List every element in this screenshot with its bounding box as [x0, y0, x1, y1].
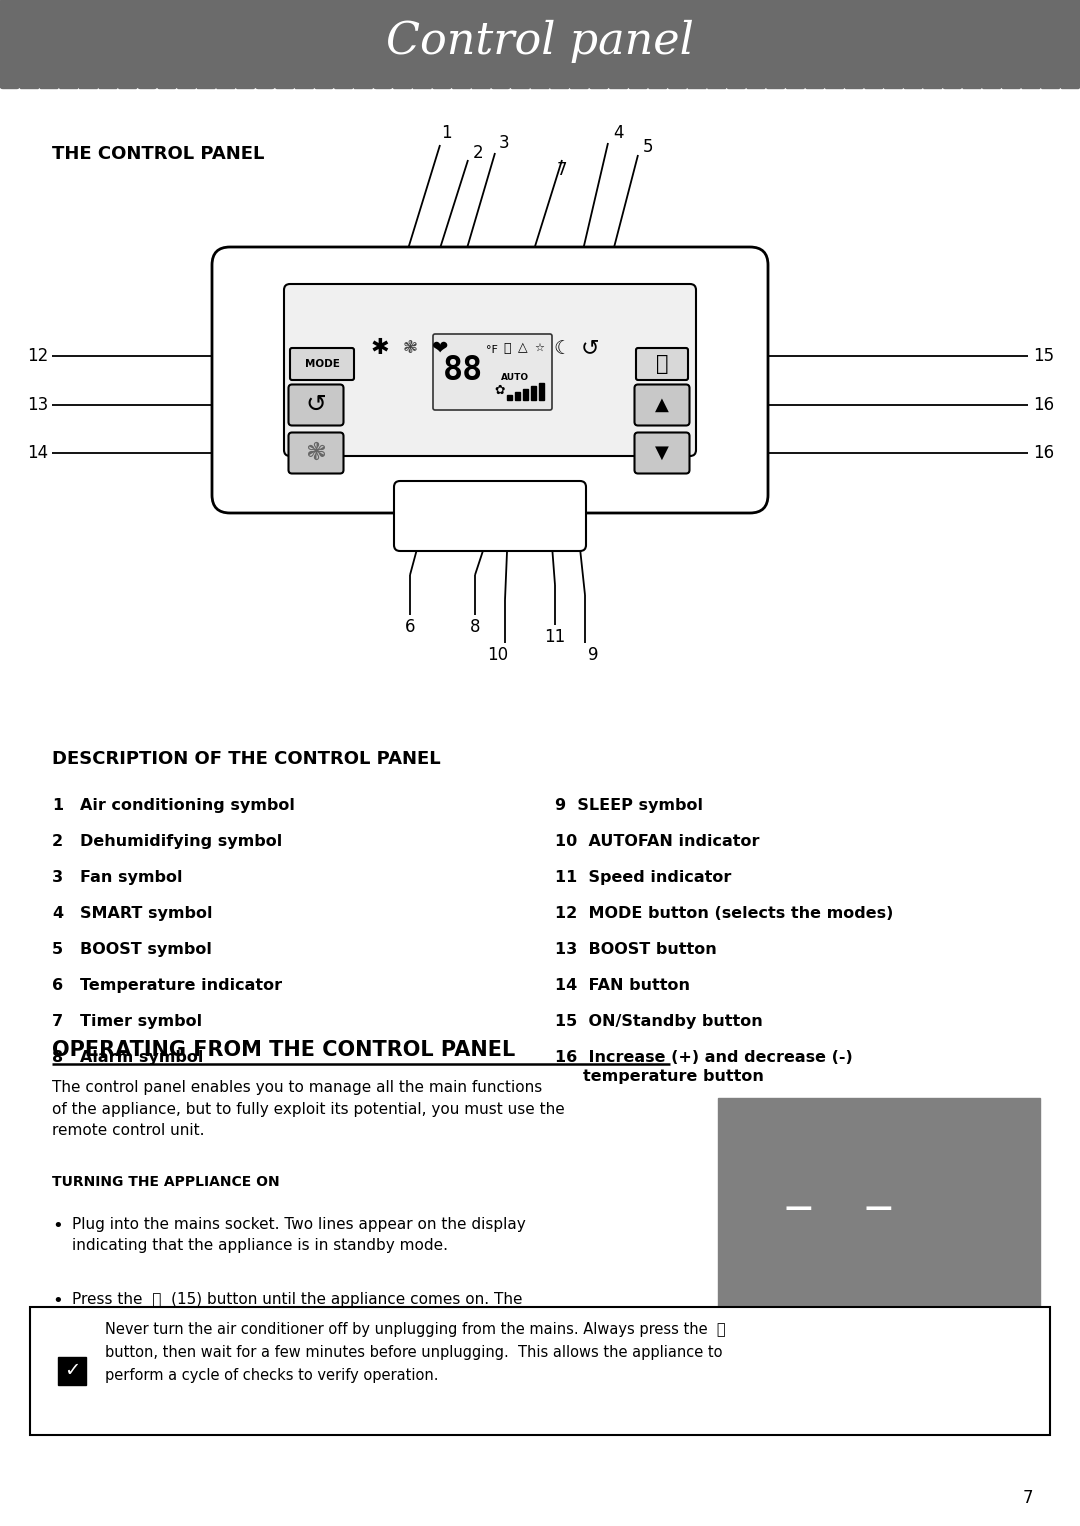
Text: ↺: ↺: [306, 394, 326, 417]
Text: △: △: [518, 342, 528, 354]
Polygon shape: [0, 89, 1080, 108]
Bar: [539, 383, 544, 400]
Text: 12  MODE button (selects the modes): 12 MODE button (selects the modes): [555, 906, 893, 922]
Text: 7: 7: [52, 1013, 63, 1029]
Text: 16  Increase (+) and decrease (-): 16 Increase (+) and decrease (-): [555, 1050, 853, 1065]
Text: temperature button: temperature button: [583, 1070, 764, 1083]
Bar: [30, 1306, 1050, 1434]
Text: 16: 16: [1034, 444, 1054, 462]
FancyBboxPatch shape: [433, 334, 552, 410]
Text: 14: 14: [27, 444, 49, 462]
FancyBboxPatch shape: [635, 432, 689, 473]
Text: 13: 13: [27, 397, 49, 414]
FancyBboxPatch shape: [636, 348, 688, 380]
Text: °F: °F: [486, 345, 498, 356]
Text: 8: 8: [52, 1050, 63, 1065]
Text: 1: 1: [441, 124, 451, 142]
Text: ↺: ↺: [581, 337, 599, 359]
Text: Air conditioning symbol: Air conditioning symbol: [80, 798, 295, 813]
Text: Timer symbol: Timer symbol: [80, 1013, 202, 1029]
Text: •: •: [53, 1293, 64, 1309]
Text: ❤: ❤: [432, 339, 448, 357]
Text: Dehumidifying symbol: Dehumidifying symbol: [80, 835, 282, 848]
Text: 6: 6: [52, 978, 63, 993]
Text: ⏱: ⏱: [503, 342, 511, 354]
Text: 4: 4: [612, 124, 623, 142]
Bar: [507, 395, 512, 400]
Text: ❃: ❃: [306, 441, 326, 465]
Text: ❃: ❃: [403, 339, 418, 357]
Text: 5: 5: [643, 137, 653, 156]
Text: 2: 2: [52, 835, 63, 848]
Text: ▼: ▼: [656, 444, 669, 462]
FancyBboxPatch shape: [212, 247, 768, 513]
Text: ✓: ✓: [64, 1361, 80, 1381]
Bar: [515, 392, 519, 400]
Bar: [523, 389, 528, 400]
Text: The control panel enables you to manage all the main functions
of the appliance,: The control panel enables you to manage …: [52, 1080, 565, 1138]
Text: SMART symbol: SMART symbol: [80, 906, 213, 922]
Text: THE CONTROL PANEL: THE CONTROL PANEL: [52, 145, 265, 163]
Text: AUTO: AUTO: [501, 374, 529, 383]
FancyBboxPatch shape: [394, 481, 586, 551]
Text: 7: 7: [557, 162, 567, 179]
Text: 3: 3: [499, 134, 510, 153]
Text: ☾: ☾: [553, 339, 570, 357]
Text: 9: 9: [588, 645, 598, 664]
FancyBboxPatch shape: [635, 385, 689, 426]
Text: 10: 10: [487, 645, 509, 664]
Text: 4: 4: [52, 906, 63, 922]
Text: 3: 3: [52, 870, 63, 885]
Bar: [0, 0, 1080, 89]
Text: BOOST symbol: BOOST symbol: [80, 942, 212, 957]
FancyBboxPatch shape: [284, 284, 696, 456]
Text: 2: 2: [473, 143, 484, 162]
Text: OPERATING FROM THE CONTROL PANEL: OPERATING FROM THE CONTROL PANEL: [52, 1041, 515, 1061]
Text: 11  Speed indicator: 11 Speed indicator: [555, 870, 731, 885]
Text: Temperature indicator: Temperature indicator: [80, 978, 282, 993]
Text: 15  ON/Standby button: 15 ON/Standby button: [555, 1013, 762, 1029]
Text: 13  BOOST button: 13 BOOST button: [555, 942, 717, 957]
Text: ✱: ✱: [370, 337, 389, 359]
Text: —: —: [784, 1193, 812, 1222]
FancyBboxPatch shape: [288, 432, 343, 473]
Text: 12: 12: [27, 346, 49, 365]
Text: 1: 1: [52, 798, 63, 813]
Text: 16: 16: [1034, 397, 1054, 414]
Text: Alarm symbol: Alarm symbol: [80, 1050, 203, 1065]
Text: Control panel: Control panel: [386, 20, 694, 63]
Text: •: •: [53, 1218, 64, 1235]
Text: ⏻: ⏻: [656, 354, 669, 374]
Text: 10  AUTOFAN indicator: 10 AUTOFAN indicator: [555, 835, 759, 848]
Text: —: —: [864, 1193, 892, 1222]
Text: MODE: MODE: [305, 359, 339, 369]
Bar: [58, 1357, 86, 1386]
Text: 7: 7: [1023, 1489, 1034, 1508]
Text: 15: 15: [1034, 346, 1054, 365]
Bar: [718, 1099, 1040, 1308]
FancyBboxPatch shape: [288, 385, 343, 426]
Text: ☆: ☆: [534, 343, 544, 353]
Text: 9  SLEEP symbol: 9 SLEEP symbol: [555, 798, 703, 813]
Text: TURNING THE APPLIANCE ON: TURNING THE APPLIANCE ON: [52, 1175, 280, 1189]
Text: 5: 5: [52, 942, 63, 957]
Text: DESCRIPTION OF THE CONTROL PANEL: DESCRIPTION OF THE CONTROL PANEL: [52, 749, 441, 768]
Bar: [531, 386, 536, 400]
FancyBboxPatch shape: [291, 348, 354, 380]
Text: ▲: ▲: [656, 397, 669, 414]
Text: Plug into the mains socket. Two lines appear on the display
indicating that the : Plug into the mains socket. Two lines ap…: [72, 1218, 526, 1253]
Text: 8: 8: [470, 618, 481, 636]
Text: Never turn the air conditioner off by unplugging from the mains. Always press th: Never turn the air conditioner off by un…: [105, 1322, 726, 1383]
Text: 6: 6: [405, 618, 415, 636]
Text: Press the  ⏻  (15) button until the appliance comes on. The
last function active: Press the ⏻ (15) button until the applia…: [72, 1293, 523, 1328]
Text: 11: 11: [544, 629, 566, 645]
Text: Fan symbol: Fan symbol: [80, 870, 183, 885]
Text: 14  FAN button: 14 FAN button: [555, 978, 690, 993]
Text: ✿: ✿: [495, 383, 505, 397]
Text: 88: 88: [443, 354, 483, 386]
